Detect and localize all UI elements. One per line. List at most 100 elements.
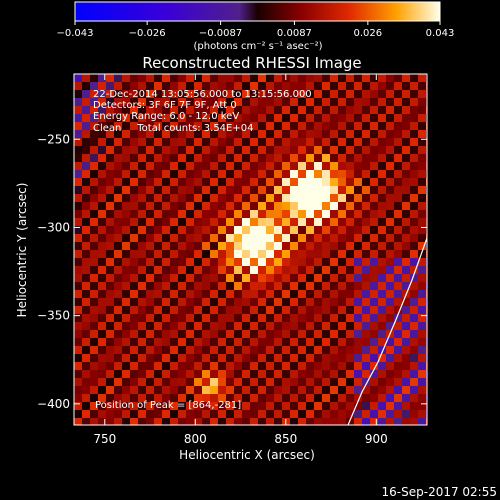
heatmap-pixel <box>370 354 378 362</box>
heatmap-pixel <box>234 186 242 194</box>
heatmap-pixel <box>418 338 426 346</box>
heatmap-pixel <box>290 154 298 162</box>
heatmap-pixel <box>258 394 266 402</box>
heatmap-pixel <box>138 306 146 314</box>
heatmap-pixel <box>178 242 186 250</box>
heatmap-pixel <box>354 394 362 402</box>
heatmap-pixel <box>90 314 98 322</box>
colorbar-units: (photons cm⁻² s⁻¹ asec⁻²) <box>193 41 322 52</box>
heatmap-pixel <box>162 226 170 234</box>
heatmap-pixel <box>266 98 274 106</box>
heatmap-pixel <box>234 242 242 250</box>
heatmap-pixel <box>130 74 138 82</box>
heatmap-pixel <box>194 226 202 234</box>
heatmap-pixel <box>250 146 258 154</box>
heatmap-pixel <box>154 242 162 250</box>
heatmap-pixel <box>138 394 146 402</box>
heatmap-pixel <box>218 370 226 378</box>
heatmap-pixel <box>298 162 306 170</box>
heatmap-pixel <box>394 178 402 186</box>
heatmap-pixel <box>250 386 258 394</box>
heatmap-pixel <box>378 82 386 90</box>
heatmap-pixel <box>82 202 90 210</box>
heatmap-pixel <box>130 370 138 378</box>
heatmap-pixel <box>146 162 154 170</box>
heatmap-pixel <box>298 378 306 386</box>
heatmap-pixel <box>362 378 370 386</box>
heatmap-pixel <box>250 170 258 178</box>
heatmap-pixel <box>178 370 186 378</box>
heatmap-pixel <box>106 178 114 186</box>
heatmap-pixel <box>98 394 106 402</box>
heatmap-pixel <box>266 250 274 258</box>
heatmap-pixel <box>250 154 258 162</box>
heatmap-pixel <box>290 242 298 250</box>
heatmap-pixel <box>218 250 226 258</box>
heatmap-pixel <box>90 138 98 146</box>
heatmap-pixel <box>106 314 114 322</box>
heatmap-pixel <box>338 314 346 322</box>
heatmap-pixel <box>394 106 402 114</box>
heatmap-pixel <box>410 74 418 82</box>
heatmap-pixel <box>154 90 162 98</box>
heatmap-pixel <box>138 370 146 378</box>
heatmap-pixel <box>314 338 322 346</box>
heatmap-pixel <box>162 90 170 98</box>
heatmap-pixel <box>314 362 322 370</box>
heatmap-pixel <box>378 298 386 306</box>
heatmap-pixel <box>154 354 162 362</box>
heatmap-pixel <box>122 282 130 290</box>
heatmap-pixel <box>218 362 226 370</box>
heatmap-pixel <box>138 98 146 106</box>
heatmap-pixel <box>282 178 290 186</box>
heatmap-pixel <box>322 338 330 346</box>
heatmap-pixel <box>178 146 186 154</box>
heatmap-pixel <box>226 290 234 298</box>
heatmap-pixel <box>218 202 226 210</box>
heatmap-pixel <box>322 122 330 130</box>
heatmap-pixel <box>130 122 138 130</box>
heatmap-pixel <box>330 410 338 418</box>
heatmap-pixel <box>378 402 386 410</box>
heatmap-pixel <box>370 346 378 354</box>
heatmap-pixel <box>322 210 330 218</box>
heatmap-pixel <box>114 402 122 410</box>
heatmap-pixel <box>74 90 82 98</box>
heatmap-pixel <box>290 354 298 362</box>
heatmap-pixel <box>226 154 234 162</box>
heatmap-pixel <box>386 410 394 418</box>
heatmap-pixel <box>202 330 210 338</box>
heatmap-pixel <box>154 362 162 370</box>
heatmap-pixel <box>266 314 274 322</box>
heatmap-pixel <box>346 106 354 114</box>
heatmap-pixel <box>266 154 274 162</box>
heatmap-pixel <box>290 346 298 354</box>
heatmap-pixel <box>178 322 186 330</box>
heatmap-pixel <box>202 274 210 282</box>
heatmap-pixel <box>362 322 370 330</box>
heatmap-pixel <box>370 402 378 410</box>
heatmap-pixel <box>130 210 138 218</box>
heatmap-pixel <box>202 234 210 242</box>
heatmap-pixel <box>186 378 194 386</box>
heatmap-pixel <box>314 210 322 218</box>
heatmap-pixel <box>234 106 242 114</box>
heatmap-pixel <box>362 130 370 138</box>
heatmap-pixel <box>122 106 130 114</box>
heatmap-pixel <box>122 194 130 202</box>
heatmap-pixel <box>162 242 170 250</box>
heatmap-pixel <box>194 162 202 170</box>
heatmap-pixel <box>378 234 386 242</box>
heatmap-pixel <box>202 106 210 114</box>
heatmap-pixel <box>306 402 314 410</box>
heatmap-pixel <box>98 338 106 346</box>
heatmap-pixel <box>378 146 386 154</box>
heatmap-pixel <box>162 146 170 154</box>
heatmap-pixel <box>298 250 306 258</box>
x-tick-label: 750 <box>93 432 116 446</box>
heatmap-pixel <box>298 282 306 290</box>
heatmap-pixel <box>394 290 402 298</box>
heatmap-pixel <box>394 386 402 394</box>
heatmap-pixel <box>338 82 346 90</box>
heatmap-pixel <box>394 210 402 218</box>
